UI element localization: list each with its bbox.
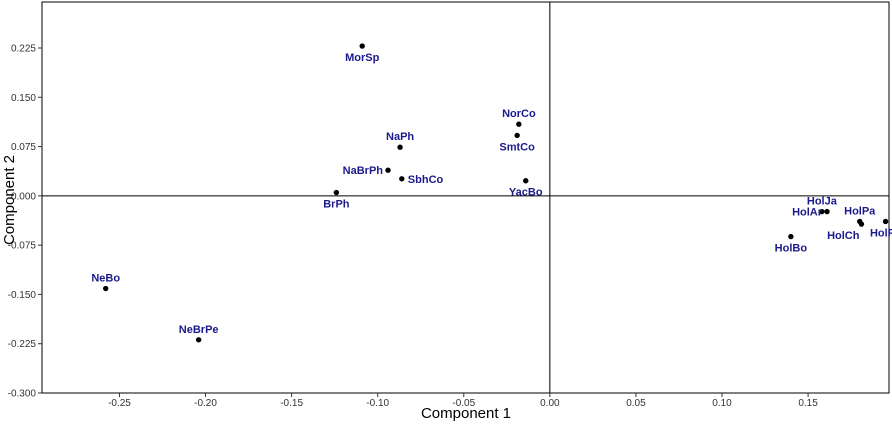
data-label-morsp: MorSp bbox=[345, 52, 380, 64]
y-tick-label: 0.075 bbox=[11, 142, 36, 153]
axis-ticks: -0.25 -0.20 -0.15 -0.10 -0.05 0.00 0.05 0.10 0.1… bbox=[8, 44, 819, 410]
reference-lines bbox=[42, 2, 889, 393]
x-tick-label: 0.00 bbox=[540, 398, 560, 409]
x-axis-title: Component 1 bbox=[421, 405, 511, 422]
y-tick-label: 0.150 bbox=[11, 93, 36, 104]
y-tick-label: 0.000 bbox=[11, 191, 36, 202]
plot-frame-layer bbox=[41, 1, 890, 394]
x-tick-label: -0.25 bbox=[108, 398, 131, 409]
y-tick-label: -0.150 bbox=[8, 290, 37, 301]
data-label-nabrph: NaBrPh bbox=[343, 165, 384, 177]
data-point-nebo bbox=[102, 285, 109, 292]
data-label-smtco: SmtCo bbox=[499, 141, 535, 153]
data-point-holja bbox=[819, 208, 825, 215]
data-point-nebrpe bbox=[195, 337, 202, 343]
data-label-naph: NaPh bbox=[386, 131, 414, 143]
data-label-holar: HolAr bbox=[792, 207, 823, 219]
plot-frame bbox=[41, 1, 890, 394]
y-tick-label: -0.075 bbox=[8, 241, 37, 252]
data-point-smtco bbox=[514, 132, 520, 139]
data-label-norco: NorCo bbox=[502, 108, 536, 120]
y-axis-title: Component 2 bbox=[1, 155, 18, 245]
x-tick-label: -0.15 bbox=[280, 398, 303, 409]
data-point-holar bbox=[824, 208, 830, 215]
data-labels: MorSp NaPh NaBrPh SbhCo BrPh NorCo SmtCo YacBo H… bbox=[91, 52, 892, 336]
x-tick-label: 0.15 bbox=[798, 398, 818, 409]
data-point-holch bbox=[858, 221, 865, 227]
data-point-sbhco bbox=[399, 176, 405, 182]
x-tick-label: 0.10 bbox=[712, 398, 732, 409]
y-tick-label: -0.225 bbox=[8, 339, 37, 350]
data-point-nabrph bbox=[385, 167, 391, 173]
data-label-holja: HolJa bbox=[807, 196, 838, 208]
y-tick-label: -0.300 bbox=[8, 389, 37, 400]
data-point-morsp bbox=[359, 43, 365, 49]
data-label-nebrpe: NeBrPe bbox=[179, 324, 219, 336]
data-label-sbhco: SbhCo bbox=[408, 174, 444, 186]
x-tick-label: -0.10 bbox=[366, 398, 389, 409]
data-label-holpa: HolPa bbox=[844, 205, 876, 217]
data-points bbox=[102, 43, 889, 343]
y-tick-label: 0.225 bbox=[11, 44, 36, 55]
data-label-brph: BrPh bbox=[323, 199, 350, 211]
x-tick-label: -0.20 bbox=[194, 398, 217, 409]
data-point-naph bbox=[397, 144, 403, 150]
data-point-holbo bbox=[788, 233, 794, 240]
data-point-yacbo bbox=[523, 178, 529, 184]
data-label-holch: HolCh bbox=[827, 230, 860, 242]
x-tick-label: -0.05 bbox=[452, 398, 475, 409]
data-label-holbo: HolBo bbox=[775, 243, 808, 255]
data-point-holpe bbox=[882, 218, 889, 225]
data-label-holpe: HolPe bbox=[870, 227, 892, 239]
x-tick-label: 0.05 bbox=[626, 398, 646, 409]
data-point-norco bbox=[516, 121, 522, 127]
data-label-yacbo: YacBo bbox=[509, 187, 543, 199]
data-point-brph bbox=[333, 189, 340, 196]
data-label-nebo: NeBo bbox=[91, 273, 120, 285]
